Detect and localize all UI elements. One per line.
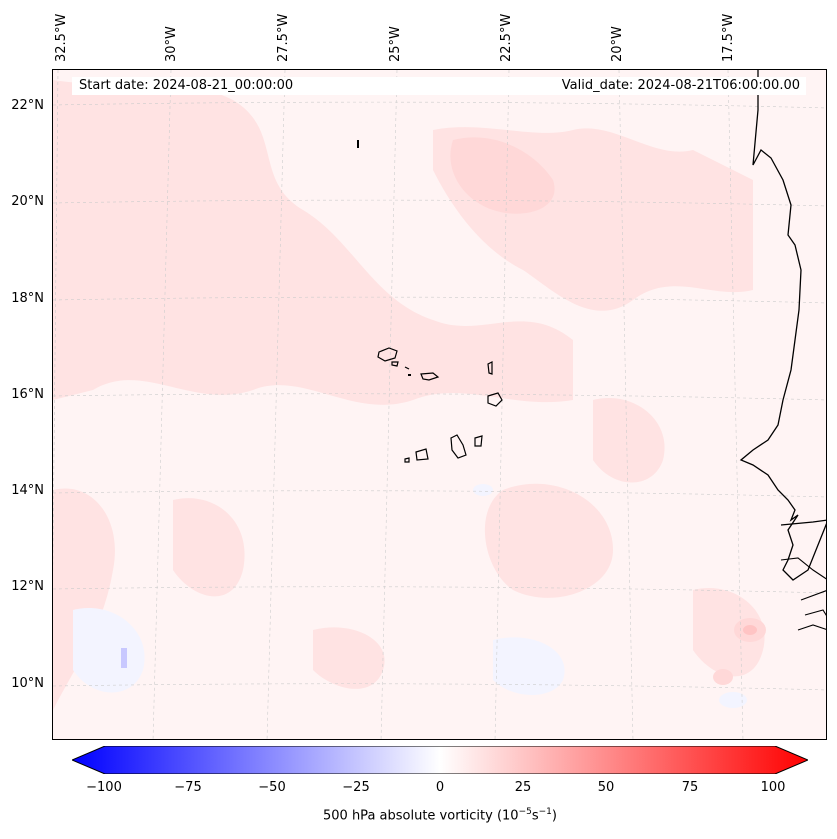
- island-brava: [404, 457, 410, 463]
- colorbar-tick-50: 50: [597, 780, 615, 795]
- lat-label-10n: 10°N: [11, 676, 44, 691]
- lon-label-17-5w: 17.5°W: [721, 13, 736, 62]
- start-date-label: Start date: 2024-08-21_00:00:00: [79, 78, 294, 93]
- guinea-bissau-coastline: [780, 557, 826, 631]
- lat-label-20n: 20°N: [11, 194, 44, 209]
- colorbar-tick-25: 25: [514, 780, 532, 795]
- island-santa-luzia: [404, 366, 410, 370]
- lon-label-22-5w: 22.5°W: [499, 13, 514, 62]
- colorbar-tick--75: −75: [174, 780, 202, 795]
- lon-label-20w: 20°W: [610, 26, 625, 62]
- lon-label-25w: 25°W: [388, 26, 403, 62]
- gambia-coastline: [780, 519, 826, 526]
- colorbar-gradient: [72, 746, 808, 774]
- island-raso: [408, 374, 411, 376]
- colorbar-tick-100: 100: [760, 780, 786, 795]
- lon-label-32-5w: 32.5°W: [54, 13, 69, 62]
- colorbar-tick-75: 75: [681, 780, 699, 795]
- lat-label-16n: 16°N: [11, 387, 44, 402]
- africa-coastline: [739, 70, 826, 581]
- negative-vorticity-min: [121, 648, 127, 668]
- colorbar: [72, 746, 808, 774]
- island-boa-vista: [487, 392, 503, 407]
- island-sao-vicente: [391, 361, 399, 367]
- positive-vorticity-shading: [53, 80, 765, 710]
- lat-label-14n: 14°N: [11, 483, 44, 498]
- lat-label-22n: 22°N: [11, 98, 44, 113]
- vorticity-max: [743, 625, 757, 635]
- colorbar-tick--25: −25: [342, 780, 370, 795]
- island-sao-nicolau: [420, 372, 440, 381]
- date-info-bar: Start date: 2024-08-21_00:00:00 Valid_da…: [72, 77, 806, 95]
- graticule: [53, 70, 826, 739]
- colorbar-tick--100: −100: [86, 780, 122, 795]
- island-santiago: [450, 434, 467, 459]
- lon-label-27-5w: 27.5°W: [276, 13, 291, 62]
- map-panel[interactable]: [52, 69, 827, 740]
- island-sal: [487, 361, 493, 375]
- island-santo-antao: [377, 347, 398, 362]
- colorbar-tick-0: 0: [435, 780, 445, 795]
- island-maio: [474, 435, 483, 447]
- vorticity-field: [53, 70, 826, 739]
- valid-date-label: Valid_date: 2024-08-21T06:00:00.00: [561, 78, 800, 93]
- lat-label-12n: 12°N: [11, 579, 44, 594]
- lat-label-18n: 18°N: [11, 291, 44, 306]
- lon-label-30w: 30°W: [164, 26, 179, 62]
- colorbar-label: 500 hPa absolute vorticity (10−5s−1): [323, 807, 557, 824]
- negative-vorticity-shading: [73, 484, 747, 708]
- island-speck: [357, 140, 359, 148]
- cape-verde-islands: [377, 347, 503, 463]
- colorbar-tick--50: −50: [258, 780, 286, 795]
- island-fogo: [415, 448, 429, 461]
